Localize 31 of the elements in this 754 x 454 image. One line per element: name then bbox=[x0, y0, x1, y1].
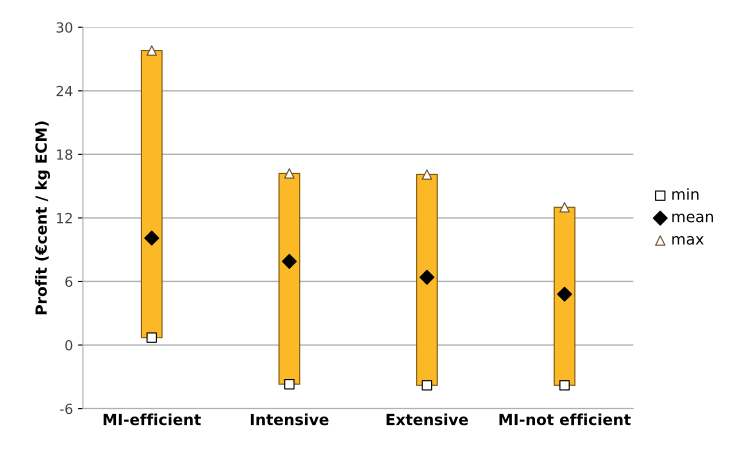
y-tick-label: -6 bbox=[60, 404, 72, 414]
point bbox=[146, 332, 157, 343]
y-axis-title: Profit (€cent / kg ECM) bbox=[35, 122, 50, 314]
point bbox=[419, 270, 434, 285]
legend-label: min bbox=[672, 188, 698, 200]
x-tick-label: MI-efficient bbox=[104, 413, 201, 426]
point bbox=[146, 45, 157, 56]
legend-label: mean bbox=[672, 214, 713, 222]
y-tick-label: 30 bbox=[56, 22, 72, 33]
y-tick-label: 24 bbox=[56, 86, 72, 96]
y-tick-label: 6 bbox=[65, 276, 72, 287]
bar bbox=[554, 206, 576, 386]
point bbox=[557, 286, 572, 302]
point bbox=[144, 230, 160, 246]
x-tick-label: Extensive bbox=[386, 413, 468, 426]
point bbox=[559, 380, 570, 391]
x-tick-label: Intensive bbox=[250, 413, 328, 426]
x-tick-label: MI-not efficient bbox=[499, 413, 631, 426]
point bbox=[282, 254, 297, 269]
point bbox=[559, 202, 570, 213]
point bbox=[284, 379, 295, 390]
legend-label: max bbox=[672, 236, 704, 245]
bar bbox=[140, 50, 163, 338]
bar bbox=[278, 172, 300, 385]
point bbox=[422, 380, 432, 391]
point bbox=[284, 168, 295, 179]
y-tick-label: 12 bbox=[57, 212, 72, 224]
bar bbox=[416, 174, 438, 386]
y-tick-label: 18 bbox=[57, 149, 72, 160]
point bbox=[422, 169, 432, 180]
y-tick-label: 0 bbox=[65, 340, 72, 351]
